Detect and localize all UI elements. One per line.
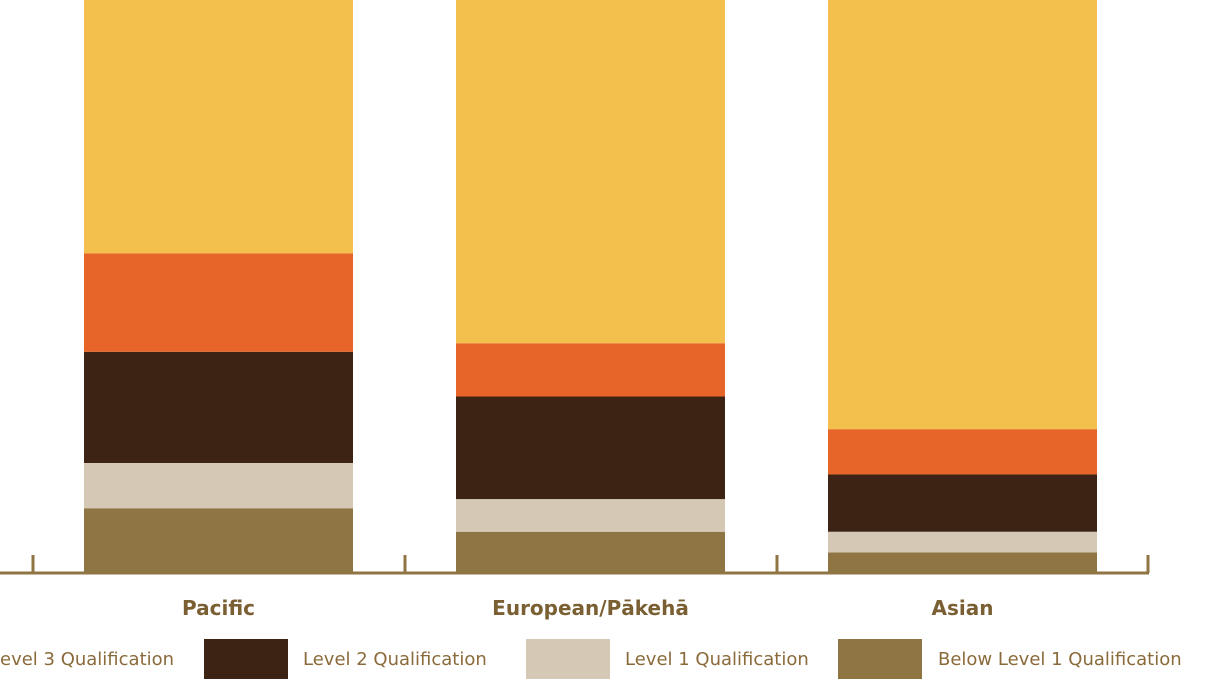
bar-segment-2-1 [84,462,353,509]
bar-segment-4-1 [84,253,353,352]
x-tick-label-1: Pacific [182,596,255,620]
bar-segment-4-3 [828,429,1097,475]
bar-segment-5-1 [84,0,353,254]
bar-segment-1-2 [456,531,725,573]
legend-swatch-2 [204,639,288,679]
legend: evel 3 Qualification Level 2 Qualificatio… [0,639,1182,679]
bar-segment-5-3 [828,0,1097,430]
legend-label-3: Level 1 Qualification [625,649,809,670]
bars-group [84,0,1097,573]
x-tick-label-2: European/Pākehā [492,596,689,620]
bar-segment-5-2 [456,0,725,344]
bar-segment-1-3 [828,552,1097,573]
bar-segment-3-3 [828,474,1097,532]
legend-swatch-4 [838,639,922,679]
legend-swatch-3 [526,639,610,679]
x-axis [0,555,1150,575]
x-tick-labels: Pacific European/Pākehā Asian [182,596,994,620]
bar-segment-1-1 [84,508,353,573]
legend-label-4: Below Level 1 Qualification [938,649,1182,670]
x-tick-label-3: Asian [932,596,994,620]
legend-label-1: evel 3 Qualification [0,649,174,670]
bar-segment-2-3 [828,531,1097,553]
bar-segment-4-2 [456,343,725,397]
bar-segment-3-2 [456,396,725,500]
bar-segment-2-2 [456,499,725,532]
legend-label-2: Level 2 Qualification [303,649,487,670]
bar-segment-3-1 [84,351,353,463]
